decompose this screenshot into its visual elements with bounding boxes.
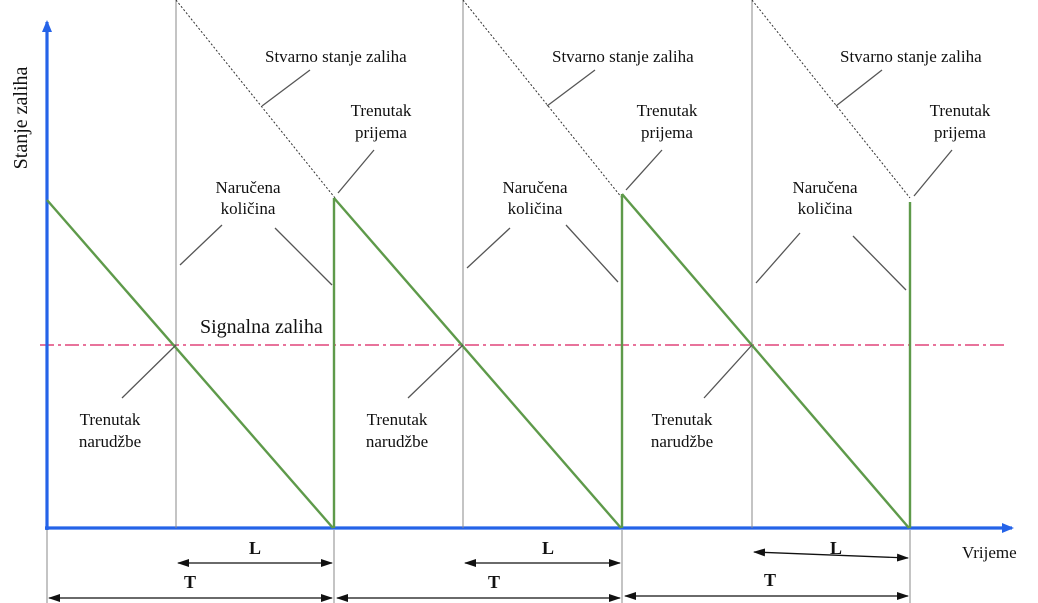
lead-time-label: L (830, 538, 842, 558)
period-label: T (184, 572, 196, 592)
stock-depletion-line (333, 197, 622, 529)
order-moment-pointer (121, 344, 177, 399)
lead-time-label: L (249, 538, 261, 558)
ordered-quantity-label-line-1: Naručena (502, 178, 568, 197)
signal-stock-label: Signalna zaliha (200, 316, 323, 338)
period-label: T (764, 570, 776, 590)
order-moment-pointer (703, 344, 753, 399)
actual-stock-line (462, 0, 623, 199)
actual-stock-pointer (546, 69, 596, 107)
ordered-quantity-pointer-left (466, 227, 511, 269)
order-moment-label-line-2: narudžbe (79, 432, 141, 451)
actual-stock-label: Stvarno stanje zaliha (552, 47, 694, 66)
y-axis-label: Stanje zaliha (10, 67, 32, 170)
ordered-quantity-pointer-right (565, 224, 619, 283)
actual-stock-pointer (835, 69, 883, 107)
ordered-quantity-label-line-2: količina (221, 199, 276, 218)
x-axis-label: Vrijeme (962, 543, 1017, 562)
receipt-label-line-2: prijema (934, 123, 986, 142)
cycle-3: Stvarno stanje zaliha Trenutak prijema N… (621, 0, 991, 603)
order-moment-label-line-2: narudžbe (366, 432, 428, 451)
cycle-2: Stvarno stanje zaliha Trenutak prijema N… (333, 0, 698, 603)
period-label: T (488, 572, 500, 592)
actual-stock-pointer (261, 69, 311, 107)
ordered-quantity-label-line-1: Naručena (215, 178, 281, 197)
order-moment-label-line-1: Trenutak (652, 410, 713, 429)
stock-depletion-line (46, 199, 334, 529)
ordered-quantity-label-line-2: količina (798, 199, 853, 218)
ordered-quantity-pointer-right (274, 227, 333, 286)
ordered-quantity-label-line-2: količina (508, 199, 563, 218)
actual-stock-line (751, 0, 911, 199)
receipt-pointer (625, 149, 663, 191)
order-moment-label-line-2: narudžbe (651, 432, 713, 451)
actual-stock-label: Stvarno stanje zaliha (840, 47, 982, 66)
receipt-label-line-1: Trenutak (637, 101, 698, 120)
cycle-1: Stvarno stanje zaliha Trenutak prijema N… (46, 0, 412, 603)
ordered-quantity-pointer-left (755, 232, 801, 284)
receipt-label-line-1: Trenutak (351, 101, 412, 120)
lead-time-label: L (542, 538, 554, 558)
receipt-label-line-1: Trenutak (930, 101, 991, 120)
receipt-label-line-2: prijema (355, 123, 407, 142)
order-moment-label-line-1: Trenutak (80, 410, 141, 429)
receipt-pointer (337, 149, 375, 194)
ordered-quantity-pointer-right (852, 235, 907, 291)
order-moment-pointer (407, 344, 464, 399)
actual-stock-label: Stvarno stanje zaliha (265, 47, 407, 66)
lead-time-arrow (753, 548, 909, 562)
order-moment-label-line-1: Trenutak (367, 410, 428, 429)
ordered-quantity-pointer-left (179, 224, 223, 266)
receipt-label-line-2: prijema (641, 123, 693, 142)
receipt-pointer (913, 149, 953, 197)
actual-stock-line (175, 0, 336, 199)
ordered-quantity-label-line-1: Naručena (792, 178, 858, 197)
stock-depletion-line (621, 193, 910, 529)
